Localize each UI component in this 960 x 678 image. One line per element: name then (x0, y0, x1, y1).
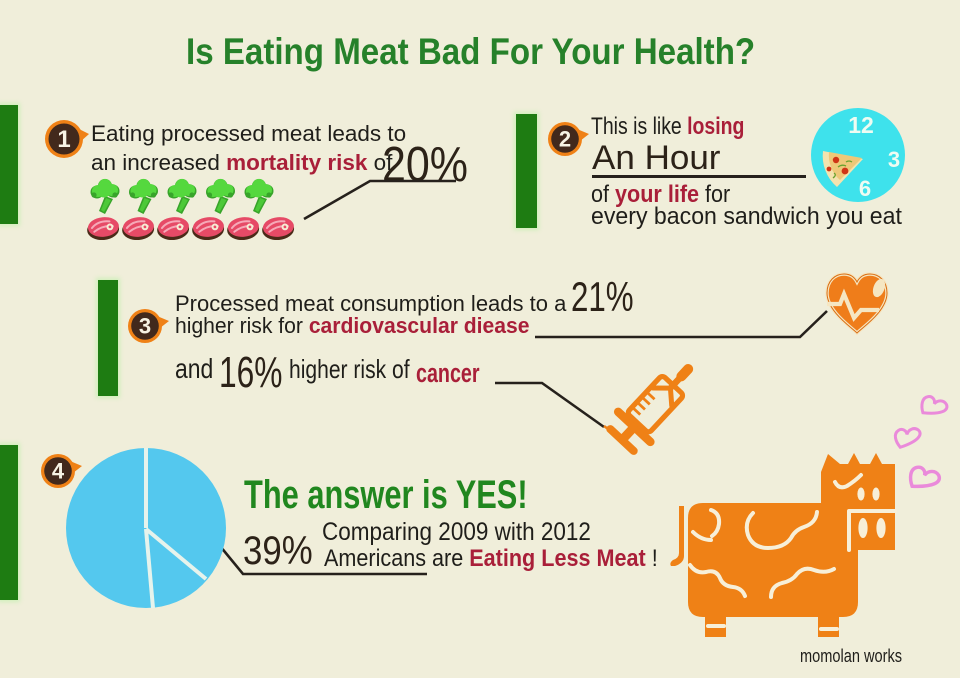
svg-text:1: 1 (57, 126, 70, 153)
svg-text:2: 2 (559, 127, 571, 152)
svg-text:4: 4 (52, 459, 65, 484)
svg-text:3: 3 (888, 147, 900, 172)
svg-text:6: 6 (859, 176, 871, 201)
svg-text:3: 3 (139, 314, 151, 339)
svg-text:12: 12 (848, 112, 874, 138)
